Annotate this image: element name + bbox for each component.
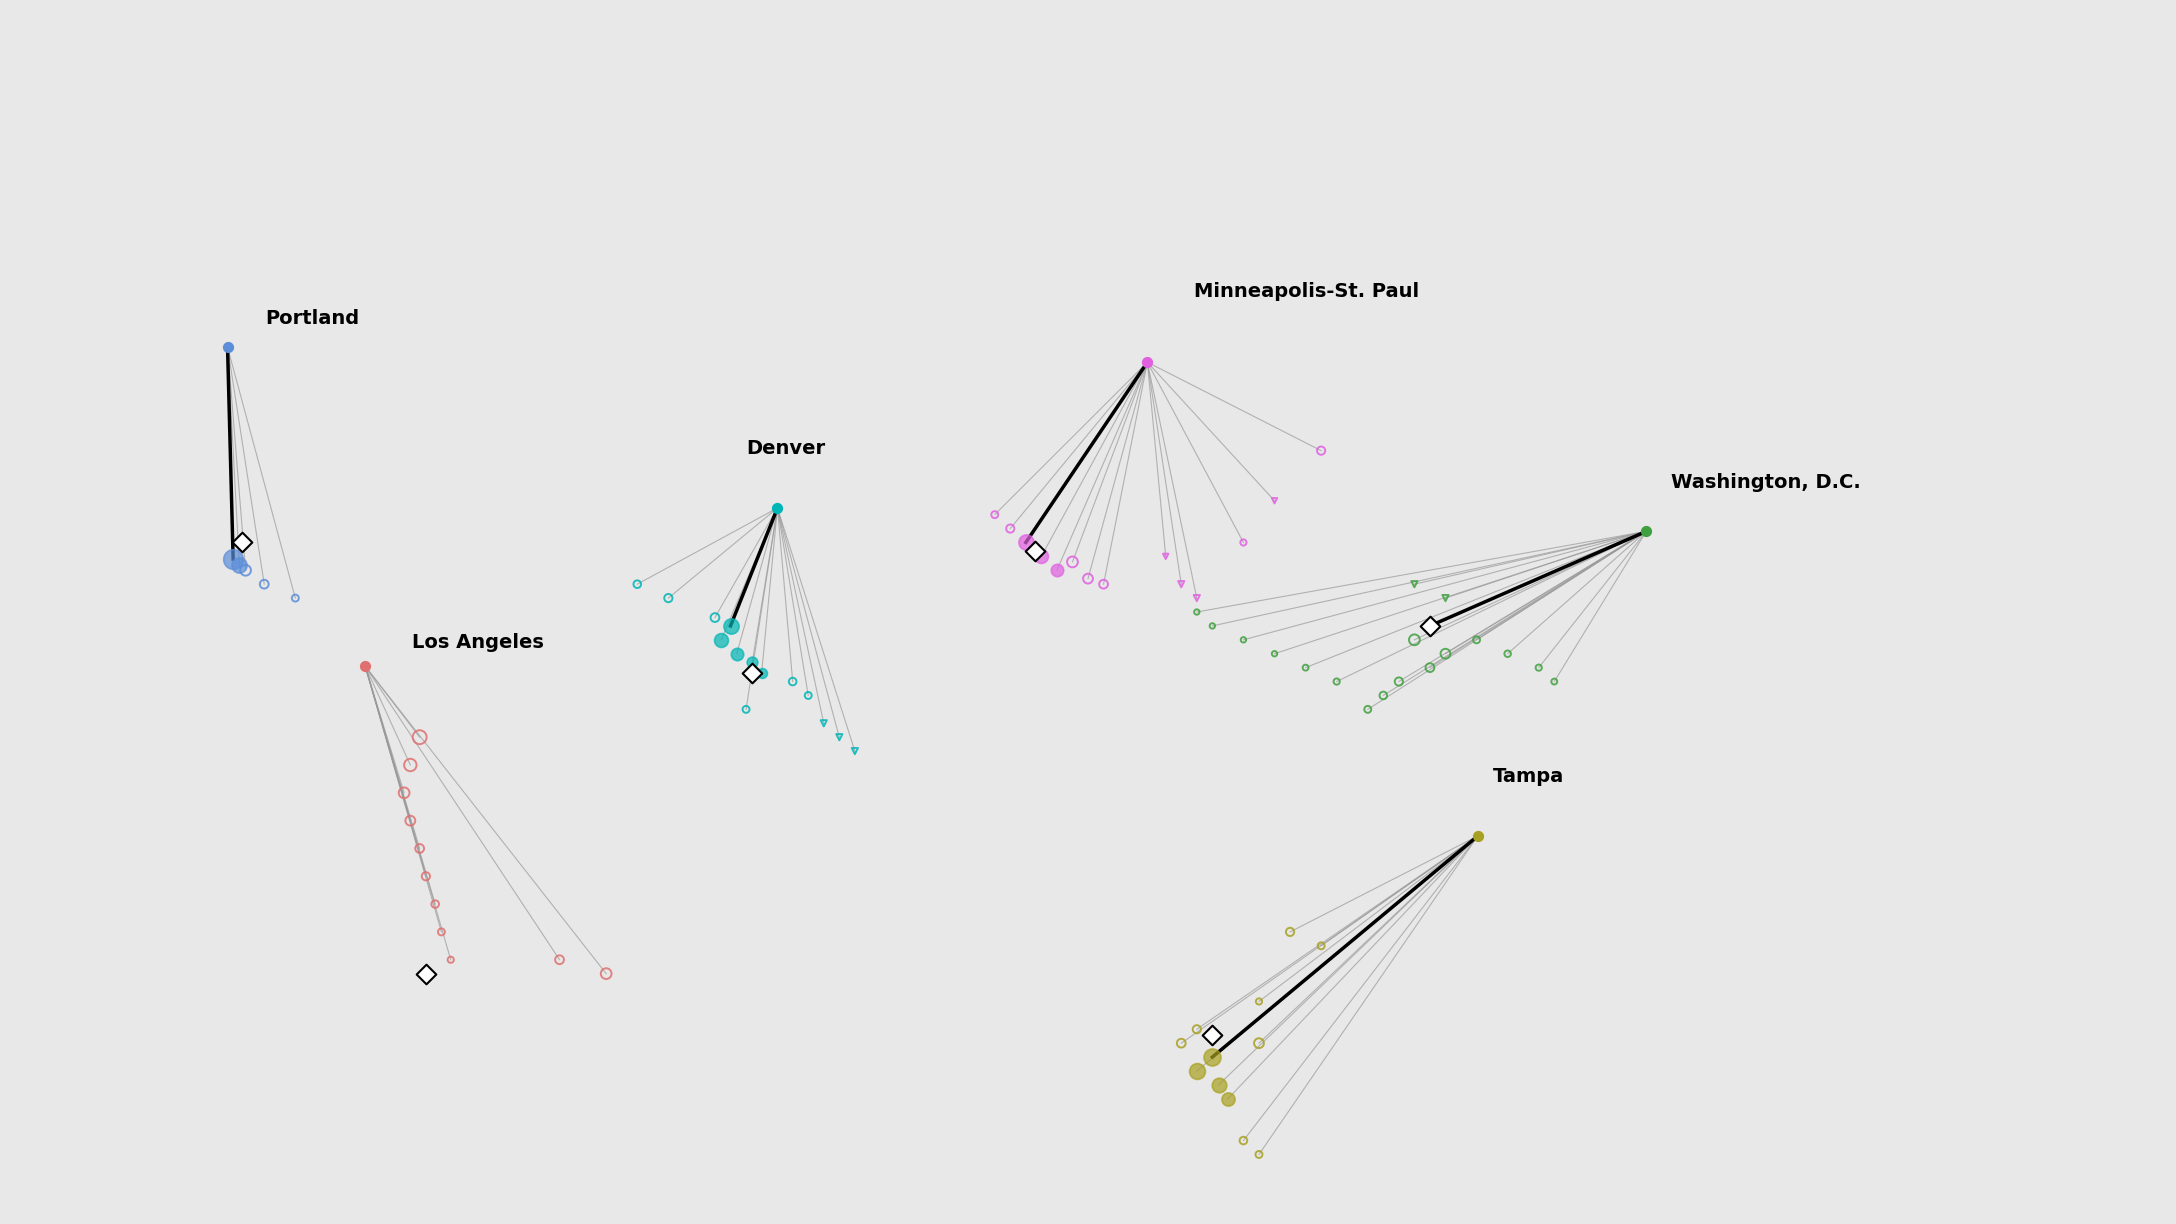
Point xyxy=(807,714,842,733)
Point xyxy=(211,338,246,357)
Point xyxy=(1225,630,1260,650)
Point xyxy=(651,589,685,608)
Point xyxy=(1164,1033,1199,1053)
Point xyxy=(1303,441,1338,460)
Point xyxy=(1536,672,1571,692)
Text: Denver: Denver xyxy=(746,439,825,458)
Point xyxy=(1319,672,1353,692)
Point xyxy=(409,867,444,886)
Point xyxy=(348,656,383,676)
Text: Los Angeles: Los Angeles xyxy=(411,633,544,652)
Point xyxy=(1129,353,1164,372)
Point xyxy=(729,700,764,720)
Point xyxy=(838,742,873,761)
Point xyxy=(1630,521,1665,541)
Point xyxy=(387,783,422,803)
Point xyxy=(735,663,770,683)
Point xyxy=(1397,630,1432,650)
Point xyxy=(542,950,577,969)
Point xyxy=(1273,922,1308,941)
Point xyxy=(1303,936,1338,956)
Point xyxy=(735,652,770,672)
Text: Tampa: Tampa xyxy=(1493,767,1565,786)
Point xyxy=(977,504,1012,524)
Point xyxy=(1179,1020,1214,1039)
Point xyxy=(215,550,250,569)
Point xyxy=(1007,532,1042,552)
Point xyxy=(1018,541,1053,561)
Point xyxy=(1460,630,1495,650)
Text: Portland: Portland xyxy=(265,308,359,328)
Point xyxy=(744,663,779,683)
Point xyxy=(1521,657,1556,677)
Point xyxy=(433,950,468,969)
Text: Minneapolis-St. Paul: Minneapolis-St. Paul xyxy=(1195,282,1419,301)
Point xyxy=(714,616,749,635)
Point xyxy=(394,755,429,775)
Point xyxy=(759,498,794,518)
Point xyxy=(1460,826,1495,846)
Point xyxy=(394,810,429,830)
Point xyxy=(1242,991,1277,1011)
Point xyxy=(409,963,444,983)
Point xyxy=(222,554,257,574)
Point xyxy=(424,922,459,941)
Point xyxy=(1427,644,1462,663)
Point xyxy=(1397,574,1432,594)
Point xyxy=(790,685,825,705)
Point xyxy=(1242,1144,1277,1164)
Point xyxy=(1427,589,1462,608)
Point xyxy=(224,532,259,552)
Point xyxy=(698,608,733,628)
Text: Washington, D.C.: Washington, D.C. xyxy=(1671,474,1860,492)
Point xyxy=(246,574,281,594)
Point xyxy=(703,630,738,650)
Point xyxy=(1367,685,1401,705)
Point xyxy=(1288,657,1323,677)
Point xyxy=(1351,700,1386,720)
Point xyxy=(823,727,857,747)
Point xyxy=(1025,547,1060,567)
Point xyxy=(1149,547,1184,567)
Point xyxy=(590,963,625,983)
Point xyxy=(228,561,263,580)
Point xyxy=(1055,552,1090,572)
Point xyxy=(1071,569,1105,589)
Point xyxy=(1412,616,1447,635)
Point xyxy=(279,589,313,608)
Point xyxy=(1225,532,1260,552)
Point xyxy=(620,574,655,594)
Point xyxy=(1195,1024,1229,1044)
Point xyxy=(1382,672,1417,692)
Point xyxy=(1258,491,1293,510)
Point xyxy=(1040,561,1075,580)
Point xyxy=(403,838,437,858)
Point xyxy=(775,672,809,692)
Point xyxy=(1210,1089,1245,1109)
Point xyxy=(1164,574,1199,594)
Point xyxy=(1179,589,1214,608)
Point xyxy=(1195,1048,1229,1067)
Point xyxy=(1412,657,1447,677)
Point xyxy=(1201,1075,1236,1094)
Point xyxy=(418,895,453,914)
Point xyxy=(1242,1033,1277,1053)
Point xyxy=(1225,1131,1260,1151)
Point xyxy=(720,644,755,663)
Point xyxy=(992,519,1027,539)
Point xyxy=(1491,644,1525,663)
Point xyxy=(1179,602,1214,622)
Point xyxy=(1179,1061,1214,1081)
Point xyxy=(1086,574,1121,594)
Point xyxy=(1258,644,1293,663)
Point xyxy=(403,727,437,747)
Point xyxy=(1412,616,1447,635)
Point xyxy=(1195,616,1229,635)
